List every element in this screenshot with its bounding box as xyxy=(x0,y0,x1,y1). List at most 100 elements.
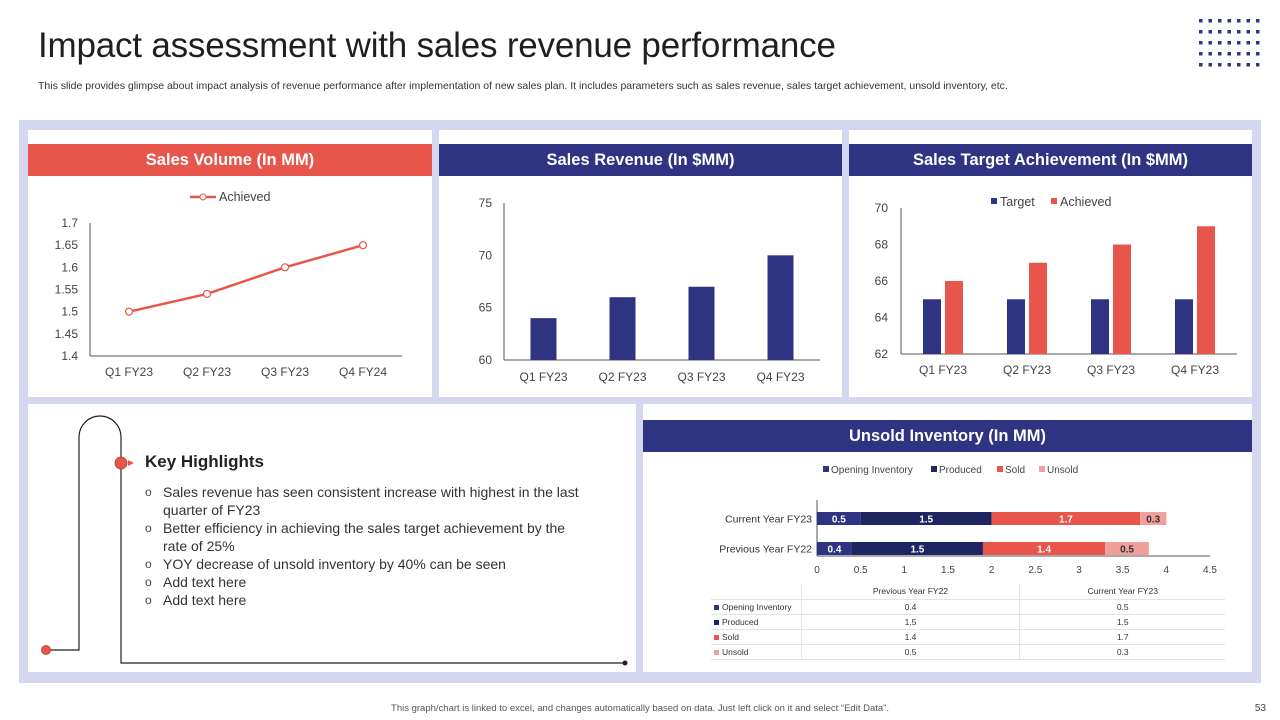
decorative-dot xyxy=(1199,63,1203,67)
sales-volume-chart: 1.4 1.45 1.5 1.55 1.6 1.65 1.7 Q1 FY23 Q2 FY23 Q3… xyxy=(55,190,402,379)
table-cell: 0.3 xyxy=(1019,644,1225,660)
y-tick-label: 65 xyxy=(479,301,493,315)
bar-segment-produced xyxy=(860,512,992,525)
table-row: Unsold 0.5 0.3 xyxy=(711,644,1225,660)
decorative-dot xyxy=(1199,19,1203,23)
legend-label-achieved: Achieved xyxy=(1060,195,1111,209)
y-tick-label: 70 xyxy=(479,248,493,262)
page-title: Impact assessment with sales revenue per… xyxy=(38,26,836,65)
data-point xyxy=(124,307,134,316)
y-tick-label: 1.55 xyxy=(55,283,79,297)
y-tick-label: 62 xyxy=(875,347,889,361)
key-highlights-title: Key Highlights xyxy=(145,452,265,471)
table-cell: 0.4 xyxy=(800,599,1020,615)
legend-label-achieved: Achieved xyxy=(219,190,270,204)
x-tick-label: Q3 FY23 xyxy=(261,365,309,379)
bar-segment-unsold xyxy=(1140,512,1167,525)
decorative-dot xyxy=(1237,19,1241,23)
table-row-label: Sold xyxy=(722,631,740,642)
bar-target xyxy=(923,299,941,354)
x-tick-label: Q3 FY23 xyxy=(677,370,725,384)
sales-revenue-header: Sales Revenue (In $MM) xyxy=(439,144,842,176)
data-label: 1.5 xyxy=(910,545,924,556)
table-column-header: Current Year FY23 xyxy=(1019,584,1225,600)
decorative-dot xyxy=(1246,41,1250,45)
x-tick-label: 0 xyxy=(814,565,820,576)
table-cell: 0.5 xyxy=(800,644,1020,660)
legend-swatch-unsold xyxy=(1039,466,1045,472)
target-achievement-header: Sales Target Achievement (In $MM) xyxy=(849,144,1252,176)
bar-revenue xyxy=(688,286,715,360)
data-label: 0.5 xyxy=(832,515,846,526)
decorative-dot xyxy=(1208,41,1212,45)
target-achievement-chart: 62 64 66 68 70 Q1 FY23 Q2 FY23 Q3 FY23 Q4 FY23 Ta… xyxy=(875,195,1237,377)
legend-swatch-sold xyxy=(997,466,1003,472)
data-point xyxy=(358,241,368,250)
x-tick-label: Q4 FY24 xyxy=(339,365,387,379)
decorative-dot xyxy=(1237,30,1241,34)
table-cell: 1.5 xyxy=(1019,614,1225,630)
y-tick-label: 1.7 xyxy=(61,216,78,230)
decorative-dot xyxy=(1256,52,1260,56)
legend-label-opening-inventory: Opening Inventory xyxy=(831,465,913,476)
x-tick-label: Q4 FY23 xyxy=(756,370,804,384)
table-row-label: Unsold xyxy=(722,646,749,657)
legend-label-produced: Produced xyxy=(939,465,982,476)
data-label: 0.4 xyxy=(828,545,842,556)
legend-label-unsold: Unsold xyxy=(1047,465,1078,476)
bar-segment-unsold xyxy=(1105,542,1149,555)
decorative-dot xyxy=(1218,63,1222,67)
x-tick-label: 0.5 xyxy=(854,565,868,576)
bar-segment-sold xyxy=(991,512,1141,525)
x-tick-label: Q2 FY23 xyxy=(598,370,646,384)
x-tick-label: Q3 FY23 xyxy=(1087,363,1135,377)
highlight-item: YOY decrease of unsold inventory by 40% … xyxy=(145,555,585,573)
sales-revenue-panel: Sales Revenue (In $MM) 60 65 70 75 Q1 FY23 Q2… xyxy=(439,130,842,397)
highlight-item: Sales revenue has seen consistent increa… xyxy=(145,483,585,519)
x-tick-label: 2 xyxy=(989,565,995,576)
table-row: Sold 1.4 1.7 xyxy=(711,629,1225,645)
x-tick-label: 1 xyxy=(902,565,908,576)
highlight-item: Add text here xyxy=(145,591,585,609)
legend-swatch-target xyxy=(991,198,997,204)
decorative-dot xyxy=(1208,19,1212,23)
highlight-item: Better efficiency in achieving the sales… xyxy=(145,519,585,555)
legend-marker-achieved xyxy=(199,193,207,201)
inventory-data-table: Previous Year FY22 Current Year FY23 Ope… xyxy=(711,584,1225,660)
legend-swatch-produced xyxy=(931,466,937,472)
bar-segment-opening-inventory xyxy=(817,542,852,555)
x-tick-label: 4 xyxy=(1164,565,1170,576)
decorative-dot xyxy=(1246,63,1250,67)
x-tick-label: Q2 FY23 xyxy=(183,365,231,379)
series-line-achieved xyxy=(128,243,364,313)
table-cell: 1.5 xyxy=(800,614,1020,630)
bar-achieved xyxy=(1197,226,1215,354)
table-header-row: Previous Year FY22 Current Year FY23 xyxy=(711,584,1225,600)
bar-achieved xyxy=(945,281,963,354)
highlight-item: Add text here xyxy=(145,573,585,591)
table-row: Opening Inventory 0.4 0.5 xyxy=(711,599,1225,615)
page-subtitle: This slide provides glimpse about impact… xyxy=(38,80,1008,92)
decorative-dot xyxy=(1208,30,1212,34)
y-tick-label: 1.4 xyxy=(61,349,78,363)
legend-label-sold: Sold xyxy=(1005,465,1025,476)
decorative-dot xyxy=(1199,30,1203,34)
table-row-label: Opening Inventory xyxy=(722,601,792,612)
data-label: 1.7 xyxy=(1059,515,1073,526)
decorative-dot xyxy=(1256,30,1260,34)
y-category-label: Current Year FY23 xyxy=(725,514,812,526)
decorative-dot xyxy=(1199,41,1203,45)
decorative-dot xyxy=(1246,30,1250,34)
decorative-dot xyxy=(1227,63,1231,67)
y-tick-label: 1.45 xyxy=(55,327,79,341)
bar-target xyxy=(1175,299,1193,354)
bar-achieved xyxy=(1029,262,1047,354)
decorative-dot xyxy=(1246,19,1250,23)
decorative-dot xyxy=(1218,19,1222,23)
x-tick-label: Q2 FY23 xyxy=(1003,363,1051,377)
data-label: 1.5 xyxy=(919,515,933,526)
decorative-dot xyxy=(1256,63,1260,67)
decorative-dot xyxy=(1218,30,1222,34)
x-tick-label: 3 xyxy=(1076,565,1082,576)
